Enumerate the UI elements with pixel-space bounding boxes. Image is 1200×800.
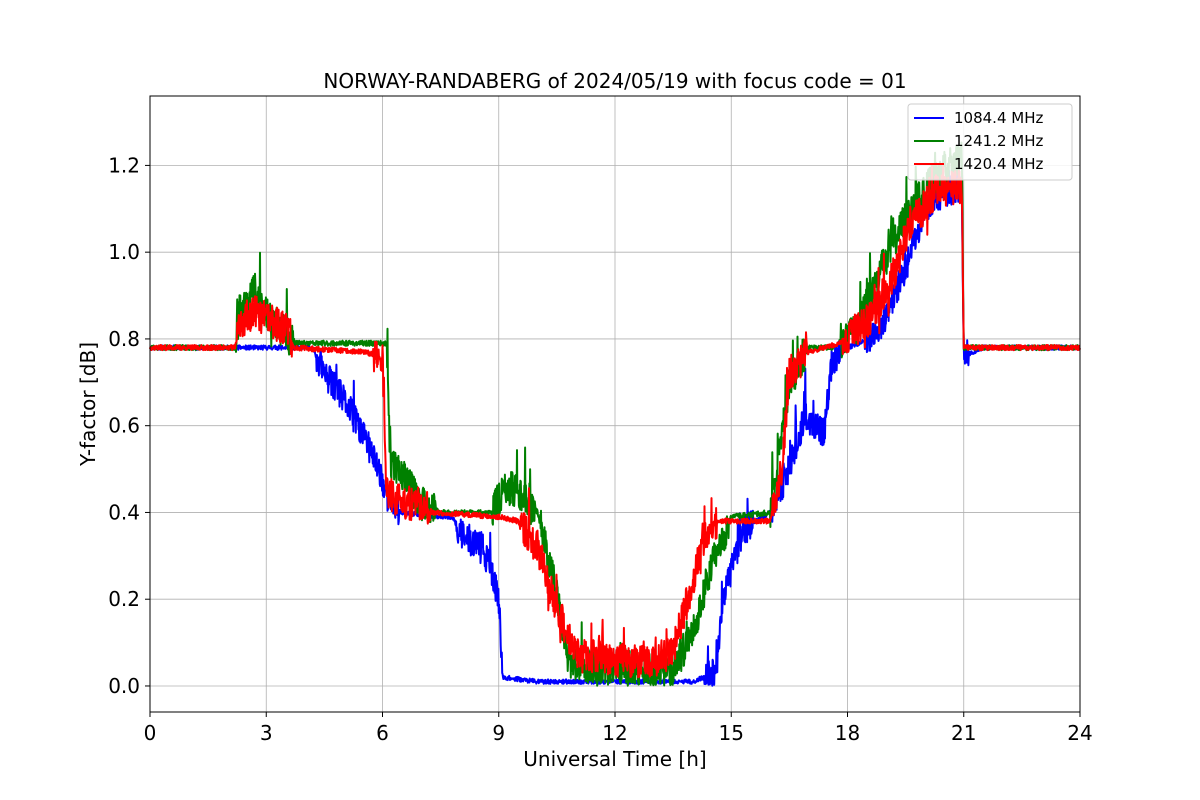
legend-label: 1420.4 MHz [954,155,1043,173]
y-tick-label: 0.0 [108,674,140,698]
legend-label: 1084.4 MHz [954,109,1043,127]
x-tick-label: 15 [719,721,744,745]
chart-title: NORWAY-RANDABERG of 2024/05/19 with focu… [323,69,906,93]
ticks: 0 3 6 9 12 15 18 21 24 0.0 0.2 0.4 0.6 0.8 1.0 1.2 [108,153,1093,745]
x-tick-label: 3 [260,721,273,745]
x-axis-label: Universal Time [h] [523,747,706,771]
y-tick-label: 0.6 [108,414,140,438]
y-axis-label: Y-factor [dB] [76,342,100,467]
legend: 1084.4 MHz 1241.2 MHz 1420.4 MHz [907,103,1073,181]
y-tick-label: 1.2 [108,153,140,177]
legend-box [907,103,1073,181]
y-tick-label: 0.4 [108,500,140,524]
series-line-3 [149,164,1081,679]
legend-label: 1241.2 MHz [954,132,1043,150]
y-tick-label: 0.8 [108,327,140,351]
x-tick-label: 18 [835,721,860,745]
x-tick-label: 9 [492,721,505,745]
y-tick-label: 1.0 [108,240,140,264]
x-tick-label: 0 [144,721,157,745]
y-tick-label: 0.2 [108,587,140,611]
series-group [149,141,1081,687]
x-tick-label: 21 [951,721,976,745]
x-tick-label: 24 [1067,721,1092,745]
x-tick-label: 6 [376,721,389,745]
x-tick-label: 12 [602,721,627,745]
